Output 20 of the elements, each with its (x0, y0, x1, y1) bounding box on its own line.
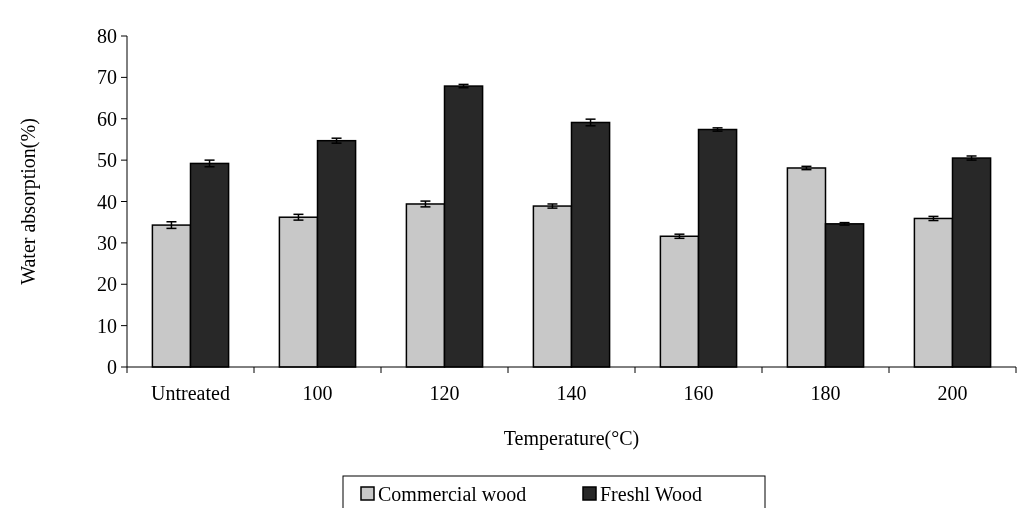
y-tick-label: 50 (97, 149, 117, 172)
y-tick-label: 70 (97, 66, 117, 89)
y-tick-label: 40 (97, 190, 117, 213)
y-tick-label: 20 (97, 273, 117, 296)
y-tick-label: 60 (97, 107, 117, 130)
x-tick-label: 100 (302, 382, 333, 404)
x-tick-label: 140 (556, 382, 587, 404)
y-tick-label: 80 (97, 25, 117, 47)
y-tick-label: 30 (97, 231, 117, 254)
legend-label: Commercial wood (378, 483, 527, 505)
legend-label: Freshl Wood (600, 483, 702, 505)
y-tick-label: 10 (97, 314, 117, 337)
x-tick-label: 160 (683, 382, 714, 404)
y-axis-title: Water absorption(%) (17, 118, 40, 285)
x-tick-label: 180 (810, 382, 841, 404)
x-tick-label: 200 (937, 382, 968, 404)
x-tick-label: 120 (429, 382, 460, 404)
x-tick-label: Untreated (151, 382, 230, 404)
x-axis-title: Temperature(°C) (503, 427, 640, 450)
y-tick-label: 0 (107, 356, 117, 378)
